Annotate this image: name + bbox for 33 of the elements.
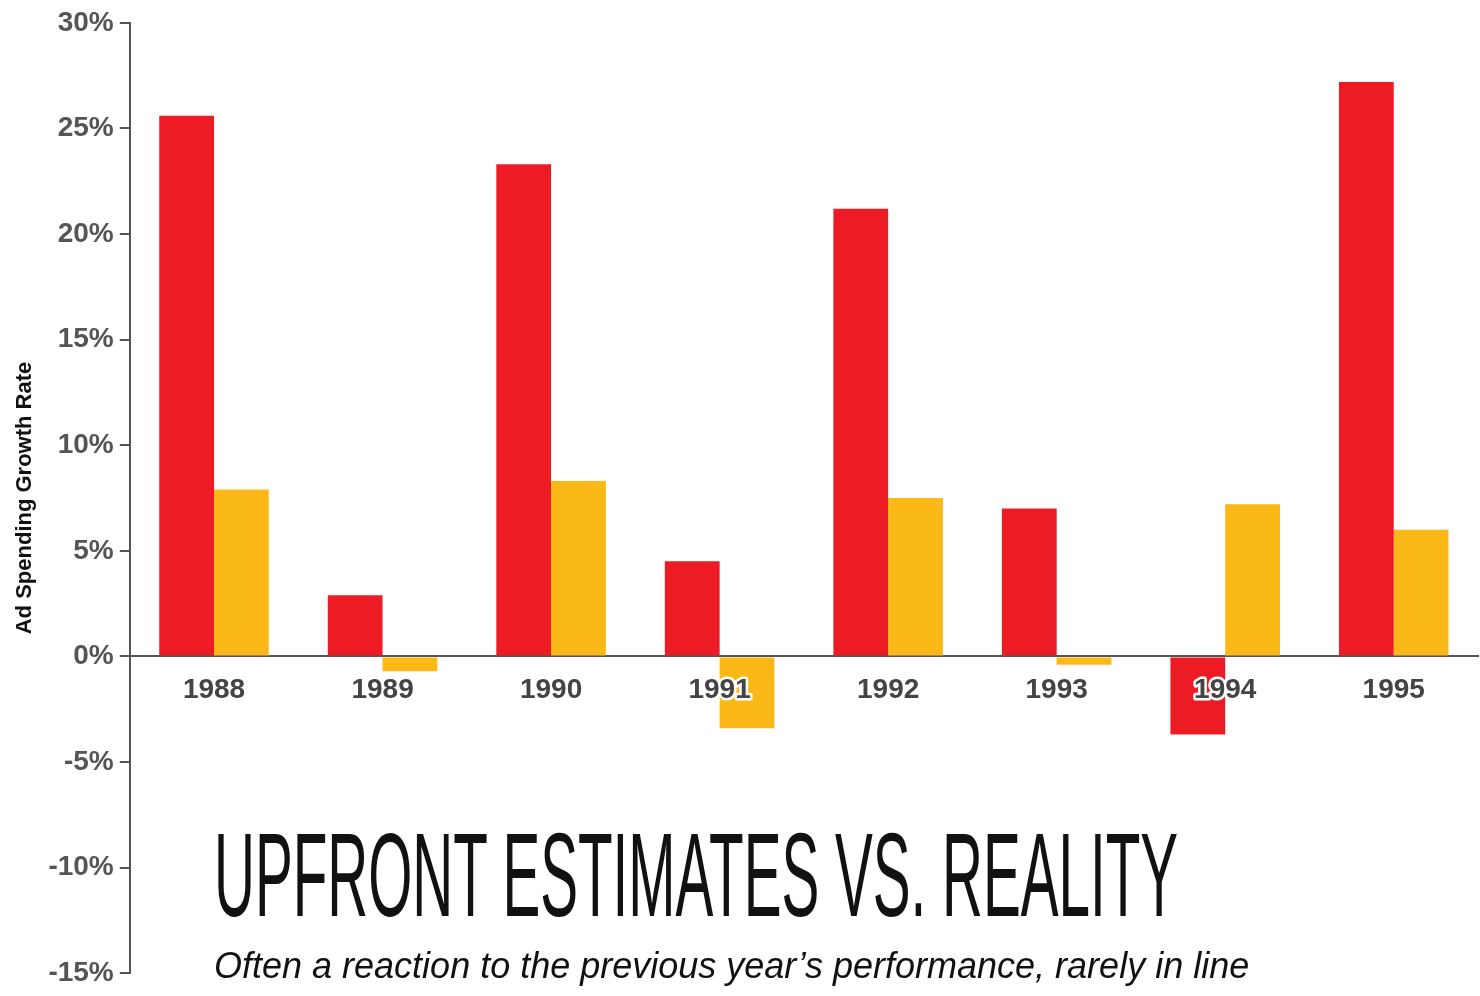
bar [888,498,943,656]
x-tick-label: 1989 [351,673,414,705]
y-tick-label: 15% [57,322,114,354]
y-tick-label: 25% [57,111,114,143]
x-tick-label: 1988 [182,673,246,705]
bar [496,164,552,656]
bar [1056,657,1112,665]
bar [214,489,269,656]
text: Often a reaction to the previous year’s performance, rarely in line [214,945,1250,987]
y-tick-label: 5% [73,533,114,565]
bar [1338,81,1394,656]
y-axis-title: Ad Spending Growth Rate [11,361,37,635]
y-tick-label: -15% [48,955,114,987]
bar [664,561,720,656]
text: UPFRONT ESTIMATES VS. REALITY [214,809,1179,941]
bar [833,208,889,656]
y-tick-label: 0% [73,639,114,671]
y-tick-label: 20% [57,216,114,248]
bar [1001,508,1057,656]
y-tick-label: -5% [63,744,114,776]
x-tick-label: 1992 [857,673,920,705]
y-tick-label: 30% [57,5,114,37]
bar [1393,529,1449,656]
y-tick-label: -10% [48,850,114,882]
bar [551,481,606,656]
bar [159,115,215,656]
y-tick-label: 10% [57,427,114,459]
bar [1225,504,1280,656]
x-tick-label: 1990 [519,673,583,705]
x-tick-label: 1993 [1025,673,1088,705]
bar [382,657,438,672]
bar [327,595,383,656]
x-tick-label: 1995 [1362,673,1425,705]
